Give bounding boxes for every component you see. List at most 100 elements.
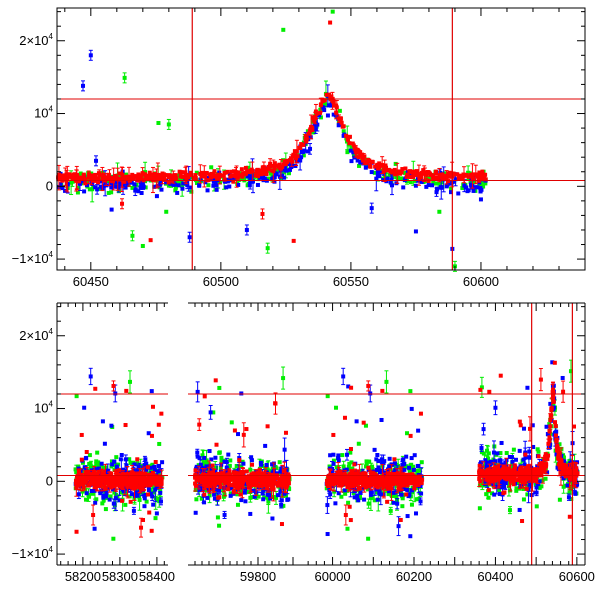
data-point-blue bbox=[419, 491, 424, 496]
data-point-green bbox=[287, 487, 292, 492]
data-point-red bbox=[89, 476, 94, 481]
data-point-blue bbox=[341, 374, 346, 379]
data-point-green bbox=[372, 498, 377, 503]
data-point-red bbox=[265, 486, 270, 491]
data-point-red bbox=[363, 485, 368, 490]
data-point-green bbox=[341, 129, 346, 134]
data-point-red bbox=[235, 485, 240, 490]
data-point-blue bbox=[402, 461, 407, 466]
y-tick-label: −1×104 bbox=[12, 250, 54, 266]
data-point-red bbox=[196, 477, 201, 482]
data-point-red bbox=[451, 171, 456, 176]
data-point-red bbox=[138, 174, 143, 179]
data-point-red bbox=[343, 513, 348, 518]
data-point-blue bbox=[198, 468, 203, 473]
data-point-red bbox=[400, 167, 405, 172]
data-point-red bbox=[438, 174, 443, 179]
data-point-green bbox=[387, 173, 392, 178]
data-point-blue bbox=[98, 179, 103, 184]
data-point-green bbox=[351, 491, 356, 496]
data-point-blue bbox=[378, 492, 383, 497]
data-point-red bbox=[271, 475, 276, 480]
data-point-blue bbox=[110, 462, 115, 467]
data-point-green bbox=[74, 470, 79, 475]
data-point-red bbox=[277, 479, 282, 484]
data-point-blue bbox=[184, 180, 189, 185]
data-point-blue bbox=[278, 489, 283, 494]
data-point-red bbox=[232, 428, 237, 433]
data-point-blue bbox=[469, 184, 474, 189]
data-point-red bbox=[119, 479, 124, 484]
data-point-blue bbox=[121, 489, 126, 494]
data-point-green bbox=[318, 115, 323, 120]
outlier-point-blue bbox=[244, 227, 249, 232]
data-point-blue bbox=[242, 490, 247, 495]
data-point-green bbox=[211, 410, 216, 415]
data-point-green bbox=[101, 498, 106, 503]
data-point-red bbox=[464, 173, 469, 178]
data-point-green bbox=[345, 150, 350, 155]
data-point-red bbox=[243, 475, 248, 480]
data-point-green bbox=[109, 459, 114, 464]
data-point-blue bbox=[277, 174, 282, 179]
data-point-green bbox=[431, 180, 436, 185]
data-point-red bbox=[290, 159, 295, 164]
data-point-red bbox=[154, 479, 159, 484]
data-point-green bbox=[357, 494, 362, 499]
data-point-red bbox=[392, 172, 397, 177]
data-point-red bbox=[480, 169, 485, 174]
data-point-red bbox=[324, 92, 329, 97]
data-point-red bbox=[56, 177, 61, 182]
data-point-blue bbox=[226, 452, 231, 457]
data-point-blue bbox=[154, 194, 159, 199]
data-point-green bbox=[366, 501, 371, 506]
data-point-red bbox=[124, 176, 129, 181]
data-point-green bbox=[390, 175, 395, 180]
data-point-red bbox=[257, 483, 262, 488]
data-point-blue bbox=[237, 456, 242, 461]
data-point-red bbox=[193, 173, 198, 178]
data-point-blue bbox=[355, 158, 360, 163]
data-point-blue bbox=[471, 188, 476, 193]
data-point-red bbox=[149, 433, 154, 438]
data-point-red bbox=[134, 478, 139, 483]
data-point-blue bbox=[312, 123, 317, 128]
data-point-blue bbox=[377, 489, 382, 494]
data-point-blue bbox=[337, 122, 342, 127]
data-point-blue bbox=[388, 180, 393, 185]
data-point-red bbox=[266, 164, 271, 169]
data-point-blue bbox=[245, 174, 250, 179]
data-point-red bbox=[73, 478, 78, 483]
data-point-blue bbox=[112, 184, 117, 189]
data-point-red bbox=[366, 383, 371, 388]
data-point-blue bbox=[296, 156, 301, 161]
data-point-blue bbox=[321, 105, 326, 110]
data-point-green bbox=[372, 170, 377, 175]
data-point-green bbox=[155, 497, 160, 502]
data-point-blue bbox=[279, 498, 284, 503]
data-point-red bbox=[269, 474, 274, 479]
data-point-green bbox=[111, 536, 116, 541]
data-point-red bbox=[406, 174, 411, 179]
data-point-red bbox=[245, 169, 250, 174]
data-point-red bbox=[136, 478, 141, 483]
data-point-blue bbox=[287, 162, 292, 167]
data-point-blue bbox=[280, 173, 285, 178]
data-point-green bbox=[392, 493, 397, 498]
data-point-blue bbox=[406, 494, 411, 499]
data-point-blue bbox=[405, 514, 410, 519]
data-point-blue bbox=[261, 497, 266, 502]
data-point-green bbox=[127, 457, 132, 462]
data-point-blue bbox=[270, 516, 275, 521]
data-point-red bbox=[334, 105, 339, 110]
data-point-blue bbox=[393, 468, 398, 473]
data-point-green bbox=[130, 185, 135, 190]
data-point-red bbox=[84, 478, 89, 483]
data-point-blue bbox=[249, 455, 254, 460]
data-point-red bbox=[407, 169, 412, 174]
data-point-blue bbox=[261, 488, 266, 493]
data-point-blue bbox=[336, 453, 341, 458]
data-point-green bbox=[101, 465, 106, 470]
data-point-red bbox=[93, 386, 98, 391]
data-point-blue bbox=[273, 171, 278, 176]
